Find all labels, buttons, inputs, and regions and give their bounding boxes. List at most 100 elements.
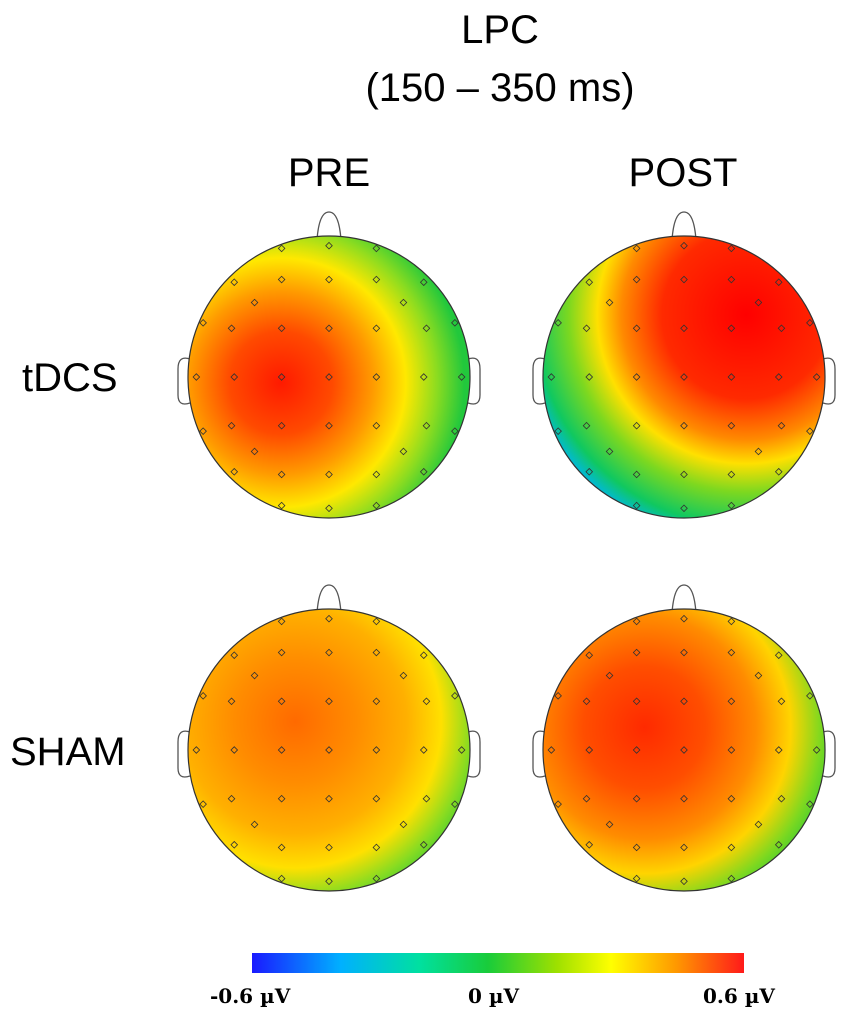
electrode-marker	[632, 843, 641, 852]
electrode-marker	[632, 421, 641, 430]
electrode-marker	[582, 324, 591, 333]
electrode-marker	[774, 651, 783, 660]
electrode-marker	[554, 692, 562, 700]
electrode-marker	[399, 447, 408, 456]
right-ear-outline	[822, 357, 836, 405]
electrode-marker	[277, 421, 286, 430]
electrode-marker	[727, 275, 736, 284]
electrode-marker	[372, 697, 381, 706]
electrode-marker	[192, 746, 201, 754]
electrode-marker	[199, 692, 207, 700]
electrode-marker	[277, 244, 286, 253]
column-label-pre: PRE	[287, 151, 371, 195]
electrode-marker	[554, 427, 562, 435]
scalp-map	[542, 235, 826, 519]
electrode-marker	[230, 278, 239, 287]
nose-outline	[316, 211, 342, 241]
left-ear-outline	[177, 357, 191, 405]
electrode-marker	[632, 373, 641, 381]
row-label-tdcs: tDCS	[22, 356, 118, 400]
electrode-marker	[419, 651, 428, 660]
electrode-marker	[727, 648, 736, 657]
figure-subtitle: (150 – 350 ms)	[365, 66, 635, 110]
nose-outline	[671, 211, 697, 241]
electrode-marker	[451, 319, 459, 327]
electrode-marker	[605, 298, 614, 307]
electrode-marker	[457, 746, 466, 754]
electrode-marker	[632, 697, 641, 706]
electrode-marker	[554, 319, 562, 327]
electrode-marker	[325, 504, 333, 513]
electrode-marker	[372, 617, 381, 626]
electrode-marker	[422, 794, 431, 803]
electrode-marker	[325, 697, 333, 706]
electrode-marker	[632, 746, 641, 754]
scalp-map	[187, 608, 471, 892]
electrode-marker	[754, 447, 763, 456]
electrode-marker	[777, 794, 786, 803]
electrode-marker	[774, 467, 783, 476]
electrode-marker	[680, 614, 688, 623]
electrode-marker	[277, 324, 286, 333]
colorbar-max-label: 0.6 µV	[703, 984, 775, 1008]
electrode-marker	[680, 504, 688, 513]
electrode-marker	[372, 648, 381, 657]
electrode-marker	[277, 746, 286, 754]
electrode-marker	[419, 373, 428, 381]
left-ear-outline	[532, 730, 546, 778]
electrode-marker	[680, 470, 688, 479]
electrode-marker	[774, 373, 783, 381]
electrode-marker	[632, 244, 641, 253]
electrode-marker	[325, 324, 333, 333]
electrode-marker	[632, 324, 641, 333]
left-ear-outline	[532, 357, 546, 405]
electrode-marker	[419, 278, 428, 287]
electrode-marker	[727, 874, 736, 883]
electrode-marker	[230, 373, 239, 381]
electrode-marker	[680, 877, 688, 886]
electrode-marker	[199, 427, 207, 435]
figure-title: LPC	[461, 8, 539, 52]
electrode-marker	[727, 244, 736, 253]
electrode-marker	[451, 692, 459, 700]
electrode-marker	[727, 421, 736, 430]
electrode-marker	[325, 843, 333, 852]
electrode-marker	[727, 843, 736, 852]
electrode-marker	[325, 373, 333, 381]
electrode-marker	[250, 820, 259, 829]
left-ear-outline	[177, 730, 191, 778]
electrode-marker	[727, 697, 736, 706]
row-label-sham: SHAM	[10, 730, 126, 774]
map-sham-pre	[177, 584, 481, 892]
electrode-marker	[547, 373, 556, 381]
electrode-marker	[399, 298, 408, 307]
electrode-marker	[727, 501, 736, 510]
electrode-marker	[422, 421, 431, 430]
electrode-marker	[585, 278, 594, 287]
electrode-marker	[372, 843, 381, 852]
colorbar-min-label: -0.6 µV	[210, 984, 291, 1008]
electrode-marker	[372, 874, 381, 883]
electrode-marker	[277, 648, 286, 657]
electrode-marker	[372, 794, 381, 803]
electrode-marker	[419, 746, 428, 754]
electrode-marker	[727, 746, 736, 754]
electrode-marker	[585, 467, 594, 476]
electrode-marker	[250, 447, 259, 456]
nose-outline	[316, 584, 342, 614]
electrode-marker	[227, 794, 236, 803]
electrode-marker	[277, 697, 286, 706]
electrode-marker	[325, 648, 333, 657]
electrode-marker	[806, 692, 814, 700]
electrode-marker	[585, 840, 594, 849]
electrode-marker	[277, 501, 286, 510]
electrode-marker	[230, 651, 239, 660]
electrode-marker	[419, 840, 428, 849]
electrode-marker	[680, 746, 688, 754]
electrode-marker	[325, 470, 333, 479]
electrode-marker	[754, 298, 763, 307]
colorbar-mid-label: 0 µV	[468, 984, 520, 1008]
electrode-marker	[325, 421, 333, 430]
electrode-marker	[277, 874, 286, 883]
electrode-marker	[227, 421, 236, 430]
